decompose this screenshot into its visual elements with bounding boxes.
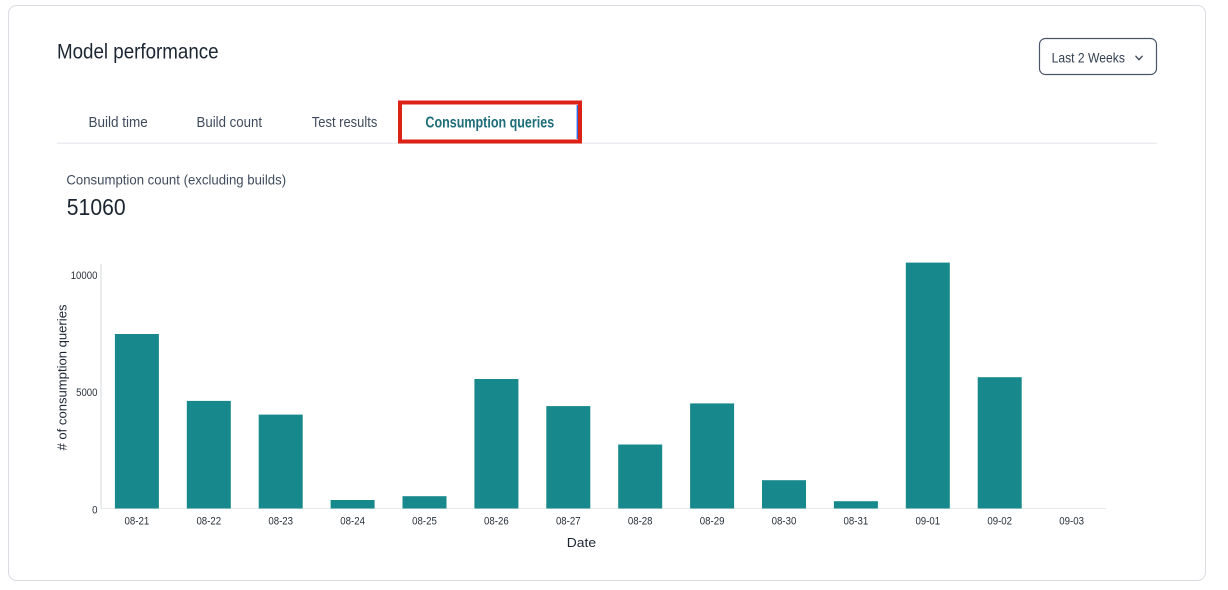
svg-text:Build count: Build count — [197, 114, 263, 131]
svg-text:09-03: 09-03 — [1059, 515, 1084, 527]
svg-text:Model performance: Model performance — [57, 39, 219, 63]
svg-text:08-27: 08-27 — [556, 515, 581, 527]
svg-text:08-31: 08-31 — [844, 515, 869, 527]
svg-text:09-02: 09-02 — [987, 515, 1012, 527]
svg-text:# of consumption queries: # of consumption queries — [55, 304, 70, 450]
svg-text:0: 0 — [92, 504, 97, 516]
svg-text:08-26: 08-26 — [484, 515, 509, 527]
svg-text:08-28: 08-28 — [628, 515, 653, 527]
svg-text:08-29: 08-29 — [700, 515, 725, 527]
svg-text:08-24: 08-24 — [340, 515, 365, 527]
svg-text:Date: Date — [567, 535, 596, 550]
svg-text:08-30: 08-30 — [772, 515, 797, 527]
svg-text:09-01: 09-01 — [915, 515, 940, 527]
svg-text:08-21: 08-21 — [125, 515, 150, 527]
svg-text:Consumption count (excluding b: Consumption count (excluding builds) — [66, 172, 286, 188]
svg-text:5000: 5000 — [76, 387, 97, 399]
svg-text:10000: 10000 — [71, 270, 98, 282]
svg-text:Test results: Test results — [312, 114, 378, 131]
svg-text:Consumption queries: Consumption queries — [425, 115, 554, 132]
svg-text:Build time: Build time — [89, 114, 148, 131]
svg-text:Last 2 Weeks: Last 2 Weeks — [1052, 50, 1125, 66]
svg-text:08-25: 08-25 — [412, 515, 437, 527]
svg-text:08-22: 08-22 — [196, 515, 221, 527]
svg-text:51060: 51060 — [67, 194, 126, 220]
svg-text:08-23: 08-23 — [268, 515, 293, 527]
